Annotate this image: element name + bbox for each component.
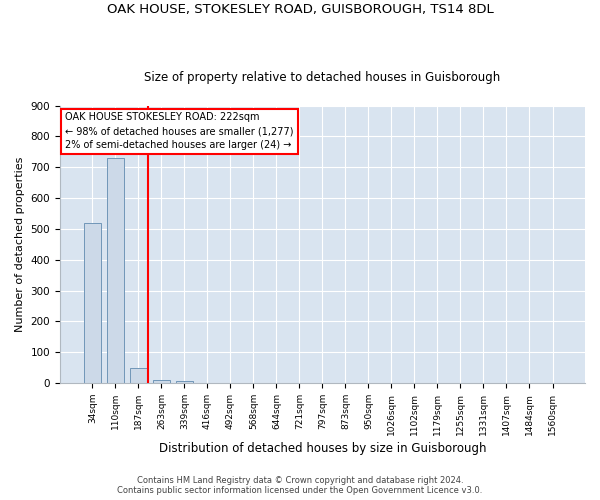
- Title: Size of property relative to detached houses in Guisborough: Size of property relative to detached ho…: [145, 70, 500, 84]
- Bar: [153, 380, 170, 383]
- Bar: [130, 368, 147, 383]
- Text: OAK HOUSE, STOKESLEY ROAD, GUISBOROUGH, TS14 8DL: OAK HOUSE, STOKESLEY ROAD, GUISBOROUGH, …: [107, 2, 493, 16]
- Bar: [176, 380, 193, 383]
- X-axis label: Distribution of detached houses by size in Guisborough: Distribution of detached houses by size …: [159, 442, 486, 455]
- Text: Contains HM Land Registry data © Crown copyright and database right 2024.
Contai: Contains HM Land Registry data © Crown c…: [118, 476, 482, 495]
- Bar: [84, 223, 101, 383]
- Text: OAK HOUSE STOKESLEY ROAD: 222sqm
← 98% of detached houses are smaller (1,277)
2%: OAK HOUSE STOKESLEY ROAD: 222sqm ← 98% o…: [65, 112, 293, 150]
- Y-axis label: Number of detached properties: Number of detached properties: [15, 156, 25, 332]
- Bar: [107, 158, 124, 383]
